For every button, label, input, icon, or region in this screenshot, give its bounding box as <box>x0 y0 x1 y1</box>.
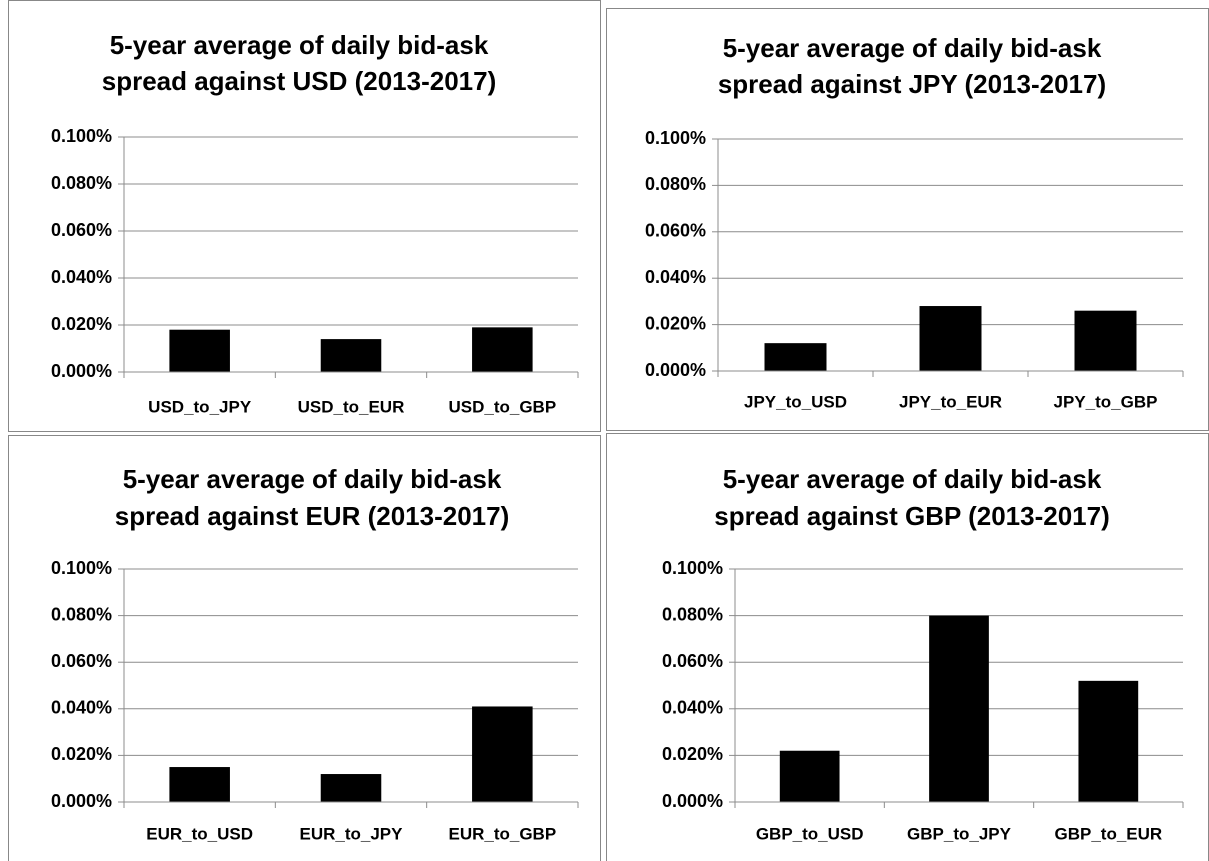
y-tick-label: 0.080% <box>51 173 112 193</box>
y-tick-label: 0.060% <box>51 651 112 671</box>
x-tick-label: JPY_to_USD <box>744 392 847 411</box>
y-tick-label: 0.100% <box>662 558 723 578</box>
y-tick-label: 0.100% <box>51 558 112 578</box>
x-tick-label: EUR_to_GBP <box>448 824 556 843</box>
bar <box>472 327 533 372</box>
chart-title: 5-year average of daily bid-ask <box>723 33 1102 63</box>
bar <box>764 343 827 371</box>
x-tick-label: JPY_to_EUR <box>899 392 1002 411</box>
y-tick-label: 0.040% <box>645 267 706 287</box>
y-tick-label: 0.000% <box>645 360 706 380</box>
y-tick-label: 0.000% <box>662 791 723 811</box>
y-tick-label: 0.000% <box>51 361 112 381</box>
x-tick-label: USD_to_GBP <box>448 397 556 416</box>
x-tick-label: EUR_to_JPY <box>300 824 404 843</box>
chart-title: spread against USD (2013-2017) <box>102 66 497 96</box>
x-tick-label: EUR_to_USD <box>146 824 253 843</box>
y-tick-label: 0.060% <box>51 220 112 240</box>
y-tick-label: 0.080% <box>662 604 723 624</box>
chart-title: spread against EUR (2013-2017) <box>115 501 510 531</box>
chart-title: spread against JPY (2013-2017) <box>718 69 1106 99</box>
bar <box>472 706 533 802</box>
bar <box>1074 310 1137 371</box>
y-tick-label: 0.020% <box>662 744 723 764</box>
chart-title: 5-year average of daily bid-ask <box>723 464 1102 494</box>
panel-border <box>8 435 601 861</box>
y-tick-label: 0.020% <box>51 314 112 334</box>
y-tick-label: 0.020% <box>51 744 112 764</box>
x-tick-label: USD_to_EUR <box>298 397 405 416</box>
x-tick-label: GBP_to_USD <box>756 824 864 843</box>
x-tick-label: USD_to_JPY <box>148 397 252 416</box>
y-tick-label: 0.080% <box>51 604 112 624</box>
y-tick-label: 0.060% <box>662 651 723 671</box>
y-tick-label: 0.040% <box>51 267 112 287</box>
bar <box>779 750 840 802</box>
y-tick-label: 0.000% <box>51 791 112 811</box>
x-tick-label: GBP_to_JPY <box>907 824 1012 843</box>
y-tick-label: 0.040% <box>51 698 112 718</box>
y-tick-label: 0.100% <box>645 128 706 148</box>
bar <box>320 774 382 802</box>
panel-border <box>8 0 601 432</box>
bar <box>929 615 989 802</box>
chart-title: 5-year average of daily bid-ask <box>110 30 489 60</box>
bar <box>169 329 230 372</box>
y-tick-label: 0.020% <box>645 313 706 333</box>
bar <box>320 339 382 372</box>
bar <box>169 767 230 802</box>
chart-title: spread against GBP (2013-2017) <box>714 501 1109 531</box>
chart-title: 5-year average of daily bid-ask <box>123 464 502 494</box>
bar <box>1078 680 1139 802</box>
x-tick-label: GBP_to_EUR <box>1054 824 1162 843</box>
bar <box>919 306 982 371</box>
x-tick-label: JPY_to_GBP <box>1054 392 1158 411</box>
y-tick-label: 0.040% <box>662 698 723 718</box>
y-tick-label: 0.100% <box>51 126 112 146</box>
y-tick-label: 0.060% <box>645 221 706 241</box>
y-tick-label: 0.080% <box>645 174 706 194</box>
